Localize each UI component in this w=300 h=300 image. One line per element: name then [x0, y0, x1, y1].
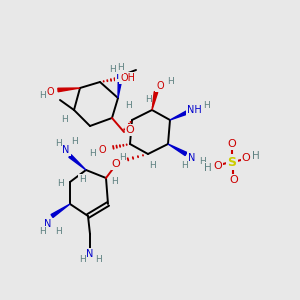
Polygon shape — [58, 88, 80, 92]
Text: H: H — [109, 65, 116, 74]
Text: H: H — [124, 101, 131, 110]
Text: S: S — [227, 155, 236, 169]
Text: H: H — [148, 161, 155, 170]
Text: H: H — [57, 179, 63, 188]
Text: O: O — [98, 145, 106, 155]
Polygon shape — [170, 110, 189, 120]
Text: O: O — [228, 139, 236, 149]
Polygon shape — [69, 155, 86, 170]
Text: H: H — [181, 161, 188, 170]
Text: N: N — [62, 145, 70, 155]
Text: H: H — [79, 176, 86, 184]
Text: H: H — [202, 101, 209, 110]
Text: H: H — [111, 178, 117, 187]
Text: H: H — [70, 137, 77, 146]
Text: O: O — [214, 161, 222, 171]
Text: O: O — [46, 87, 54, 97]
Text: N: N — [86, 249, 94, 259]
Polygon shape — [51, 204, 70, 218]
Text: H: H — [94, 256, 101, 265]
Text: O: O — [230, 175, 238, 185]
Text: O: O — [126, 125, 134, 135]
Text: H: H — [204, 163, 212, 173]
Text: OH: OH — [121, 73, 136, 83]
Text: H: H — [199, 158, 206, 166]
Text: H: H — [55, 227, 62, 236]
Text: H: H — [79, 256, 86, 265]
Text: H: H — [118, 154, 125, 163]
Text: O: O — [156, 81, 164, 91]
Text: N: N — [116, 71, 124, 81]
Text: H: H — [55, 140, 62, 148]
Polygon shape — [168, 144, 187, 155]
Text: H: H — [117, 64, 123, 73]
Text: N: N — [44, 219, 52, 229]
Text: H: H — [88, 149, 95, 158]
Text: H: H — [252, 151, 260, 161]
Text: N: N — [188, 153, 196, 163]
Polygon shape — [118, 80, 122, 98]
Text: H: H — [61, 116, 68, 124]
Text: O: O — [242, 153, 250, 163]
Text: O: O — [112, 159, 120, 169]
Text: H: H — [145, 95, 152, 104]
Text: H: H — [39, 227, 45, 236]
Text: H: H — [39, 92, 45, 100]
Polygon shape — [152, 92, 158, 110]
Text: NH: NH — [187, 105, 201, 115]
Text: H: H — [167, 77, 173, 86]
